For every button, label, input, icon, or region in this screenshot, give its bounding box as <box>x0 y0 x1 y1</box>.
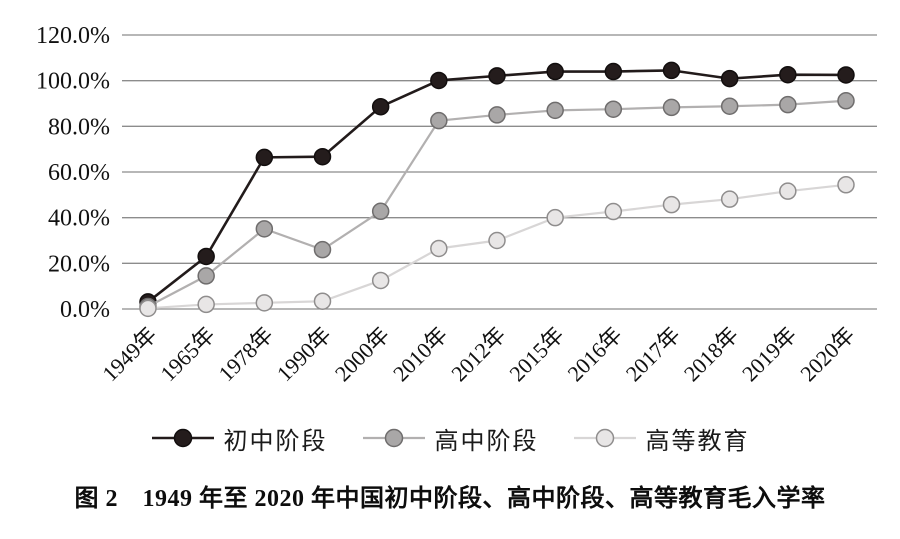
x-tick-label: 2017年 <box>621 322 685 386</box>
x-tick-label: 1978年 <box>214 322 278 386</box>
legend-item-junior-secondary: 初中阶段 <box>151 421 328 456</box>
series-point-senior-secondary <box>255 220 274 238</box>
series-point-higher-education <box>662 195 681 214</box>
x-tick-label: 1965年 <box>155 322 219 386</box>
legend-marker-junior-secondary-icon <box>151 428 214 448</box>
series-point-junior-secondary <box>720 69 739 88</box>
series-point-senior-secondary <box>604 100 623 118</box>
series-point-junior-secondary <box>488 67 506 85</box>
series-point-senior-secondary <box>662 98 681 117</box>
x-tick-label: 1990年 <box>272 322 336 386</box>
series-point-higher-education <box>197 295 215 314</box>
legend-marker-senior-secondary-icon <box>362 428 425 448</box>
series-point-junior-secondary <box>371 97 390 116</box>
y-tick-label: 0.0% <box>60 297 110 323</box>
y-tick-label: 20.0% <box>48 251 110 277</box>
legend-label-higher-education: 高等教育 <box>645 428 750 455</box>
series-point-higher-education <box>139 299 157 318</box>
series-point-higher-education <box>488 231 506 250</box>
x-tick-label: 2020年 <box>795 322 859 386</box>
series-point-junior-secondary <box>197 247 215 266</box>
series-point-senior-secondary <box>546 101 564 120</box>
series-line-senior-secondary <box>147 99 847 308</box>
series-point-higher-education <box>604 202 623 221</box>
x-tick-label: 2000年 <box>330 322 394 386</box>
y-tick-label: 120.0% <box>36 23 110 49</box>
line-chart-canvas: 0.0% 20.0% 40.0% 60.0% 80.0% 100.0% 120.0% 1949… <box>36 23 877 386</box>
x-tick-label: 2015年 <box>504 322 568 386</box>
legend-label-junior-secondary: 初中阶段 <box>223 428 328 455</box>
x-tick-label: 1949年 <box>97 322 161 386</box>
series-point-senior-secondary <box>488 106 506 124</box>
series-point-junior-secondary <box>255 148 274 167</box>
series-point-higher-education <box>430 239 448 258</box>
x-tick-label: 2012年 <box>446 322 510 386</box>
series-point-higher-education <box>255 294 274 312</box>
series-point-senior-secondary <box>197 267 215 285</box>
series-point-higher-education <box>837 176 855 194</box>
series-point-senior-secondary <box>371 202 390 221</box>
figure-caption: 图 2 1949 年至 2020 年中国初中阶段、高中阶段、高等教育毛入学率 <box>74 486 826 512</box>
y-tick-label: 100.0% <box>36 69 110 95</box>
series-point-higher-education <box>720 190 739 208</box>
legend-item-higher-education: 高等教育 <box>573 421 750 456</box>
y-tick-label: 40.0% <box>48 206 110 232</box>
series-point-junior-secondary <box>662 61 681 80</box>
x-tick-label: 2010年 <box>388 322 452 386</box>
series-point-senior-secondary <box>779 95 797 114</box>
series-point-higher-education <box>371 271 390 290</box>
y-tick-label: 80.0% <box>48 114 110 140</box>
series-point-senior-secondary <box>430 111 448 130</box>
series-point-junior-secondary <box>313 147 332 166</box>
series-point-junior-secondary <box>837 66 855 84</box>
series-point-senior-secondary <box>720 97 739 115</box>
series-point-senior-secondary <box>837 92 855 110</box>
x-tick-label: 2018年 <box>679 322 743 386</box>
series-point-senior-secondary <box>313 240 332 259</box>
series-point-junior-secondary <box>430 71 448 90</box>
legend-label-senior-secondary: 高中阶段 <box>434 428 539 455</box>
series-point-higher-education <box>313 292 332 310</box>
series-point-junior-secondary <box>604 62 623 81</box>
legend-item-senior-secondary: 高中阶段 <box>362 421 539 456</box>
x-tick-label: 2016年 <box>563 322 627 386</box>
chart-legend: 初中阶段 高中阶段 高等教育 <box>0 412 900 464</box>
y-tick-label: 60.0% <box>48 160 110 186</box>
legend-marker-higher-education-icon <box>573 428 636 448</box>
x-tick-label: 2019年 <box>737 322 801 386</box>
series-point-junior-secondary <box>779 65 797 84</box>
series-point-higher-education <box>546 208 564 227</box>
series-point-junior-secondary <box>546 62 564 81</box>
series-point-higher-education <box>779 182 797 200</box>
